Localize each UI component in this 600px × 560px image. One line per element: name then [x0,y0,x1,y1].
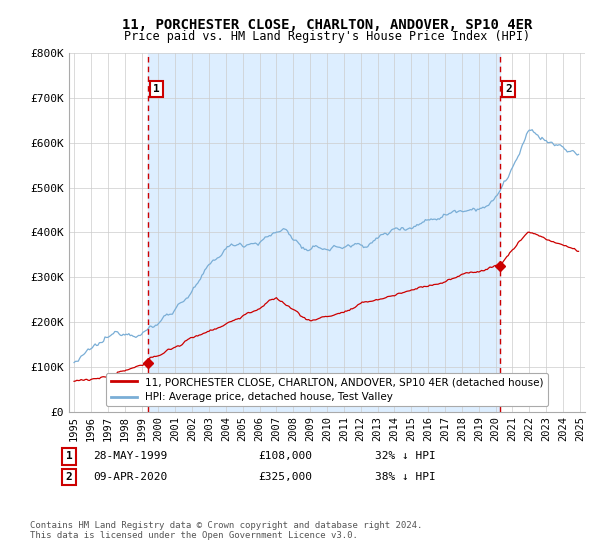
Text: £108,000: £108,000 [258,451,312,461]
Text: 1: 1 [153,84,160,94]
Text: 28-MAY-1999: 28-MAY-1999 [93,451,167,461]
Text: 2: 2 [65,472,73,482]
Text: £325,000: £325,000 [258,472,312,482]
Text: 38% ↓ HPI: 38% ↓ HPI [375,472,436,482]
Text: Contains HM Land Registry data © Crown copyright and database right 2024.
This d: Contains HM Land Registry data © Crown c… [30,521,422,540]
Text: 1: 1 [65,451,73,461]
Legend: 11, PORCHESTER CLOSE, CHARLTON, ANDOVER, SP10 4ER (detached house), HPI: Average: 11, PORCHESTER CLOSE, CHARLTON, ANDOVER,… [106,373,548,407]
Bar [148,53,500,412]
Text: 2: 2 [505,84,512,94]
Text: 11, PORCHESTER CLOSE, CHARLTON, ANDOVER, SP10 4ER: 11, PORCHESTER CLOSE, CHARLTON, ANDOVER,… [122,18,532,32]
Text: Price paid vs. HM Land Registry's House Price Index (HPI): Price paid vs. HM Land Registry's House … [124,30,530,43]
Text: 09-APR-2020: 09-APR-2020 [93,472,167,482]
Text: 32% ↓ HPI: 32% ↓ HPI [375,451,436,461]
